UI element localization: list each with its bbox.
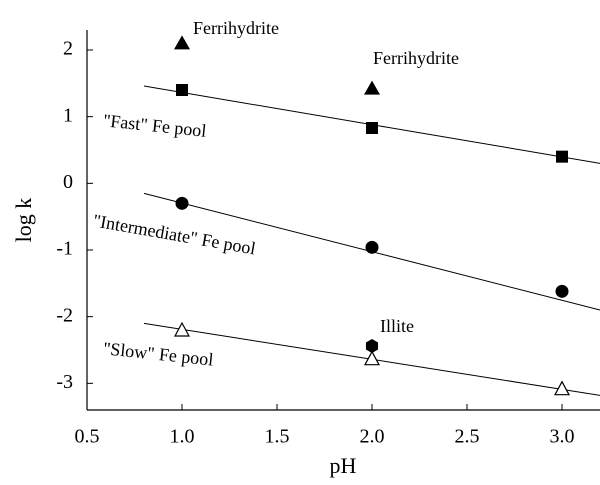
point <box>365 339 379 353</box>
annotation: "Slow" Fe pool <box>102 338 214 369</box>
annotation: "Intermediate" Fe pool <box>92 210 258 258</box>
x-tick-label: 0.5 <box>75 426 100 448</box>
y-tick-label: 0 <box>63 171 73 193</box>
annotation: Illite <box>380 316 414 336</box>
x-tick-label: 1.0 <box>170 426 195 448</box>
point <box>366 122 378 134</box>
point <box>175 196 189 210</box>
x-axis-label: pH <box>330 453 357 478</box>
x-tick-label: 2.5 <box>455 426 480 448</box>
y-tick-label: 2 <box>63 38 73 60</box>
point <box>553 380 571 396</box>
x-tick-label: 3.0 <box>550 426 575 448</box>
point <box>363 350 381 366</box>
point <box>365 240 379 254</box>
point <box>364 80 380 95</box>
point <box>176 84 188 96</box>
annotation: "Fast" Fe pool <box>102 110 207 141</box>
annotation: Ferrihydrite <box>373 48 459 68</box>
point <box>556 150 568 163</box>
y-tick-label: -1 <box>56 238 73 260</box>
x-tick-label: 1.5 <box>265 426 290 448</box>
y-tick-label: -2 <box>56 304 73 326</box>
annotation: Ferrihydrite <box>193 18 279 38</box>
x-tick-label: 2.0 <box>360 426 385 448</box>
point <box>555 284 569 298</box>
point <box>173 321 191 337</box>
y-axis-label: log k <box>11 198 36 243</box>
y-tick-label: 1 <box>63 104 73 126</box>
point <box>174 35 190 50</box>
y-tick-label: -3 <box>56 371 73 393</box>
